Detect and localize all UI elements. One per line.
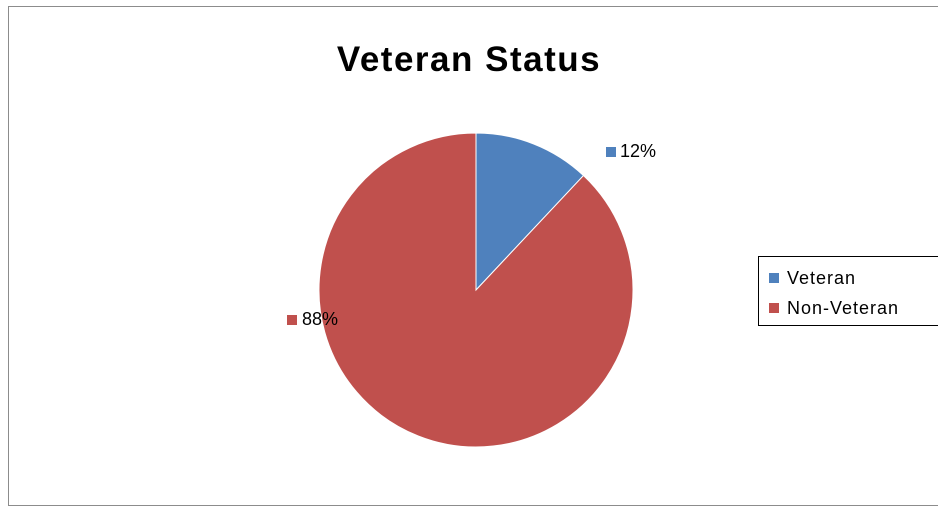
legend-label-non-veteran: Non-Veteran [787,297,900,318]
legend-item-veteran: Veteran [769,267,856,289]
legend: Veteran Non-Veteran [758,256,938,326]
pie-slice-non-veteran [318,132,634,448]
chart-title: Veteran Status [336,40,602,79]
data-label-swatch-non-veteran [287,315,297,325]
legend-item-non-veteran: Non-Veteran [769,297,899,319]
data-label-non-veteran: 88% [302,309,338,329]
legend-label-veteran: Veteran [787,267,857,288]
data-label-veteran: 12% [620,141,656,161]
pie-chart: 12% 88% [287,132,656,448]
data-label-swatch-veteran [606,147,616,157]
legend-swatch-non-veteran [769,303,779,313]
pie-slice-veteran [475,132,585,292]
legend-swatch-veteran [769,273,779,283]
